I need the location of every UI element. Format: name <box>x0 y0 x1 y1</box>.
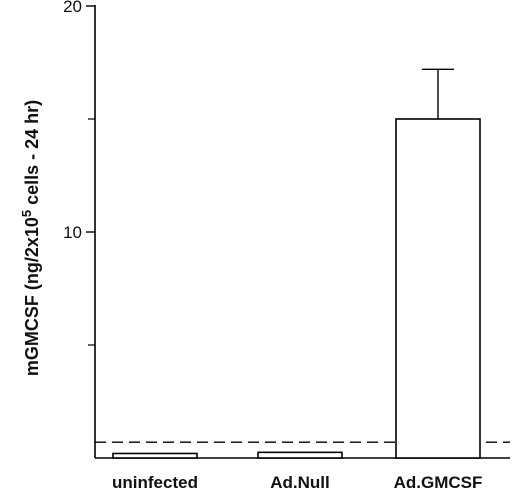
bar-ad-null <box>257 451 343 459</box>
x-category-label: Ad.GMCSF <box>394 473 483 492</box>
y-axis-title-superscript: 5 <box>19 210 34 217</box>
x-category-label: uninfected <box>112 473 198 492</box>
y-axis-title: mGMCSF (ng/2x105 cells - 24 hr) <box>19 100 42 376</box>
marks <box>95 68 510 459</box>
labels: 10 20 uninfected Ad.Null Ad.GMCSF <box>63 0 482 492</box>
y-axis-title-prefix: mGMCSF (ng/2x10 <box>22 217 42 376</box>
y-tick-label: 20 <box>63 0 82 16</box>
bar-ad-gmcsf <box>395 118 481 459</box>
y-axis-title-suffix: cells - 24 hr) <box>22 100 42 210</box>
x-category-label: Ad.Null <box>270 473 330 492</box>
y-tick-label: 10 <box>63 223 82 242</box>
bar-uninfected <box>112 452 198 459</box>
